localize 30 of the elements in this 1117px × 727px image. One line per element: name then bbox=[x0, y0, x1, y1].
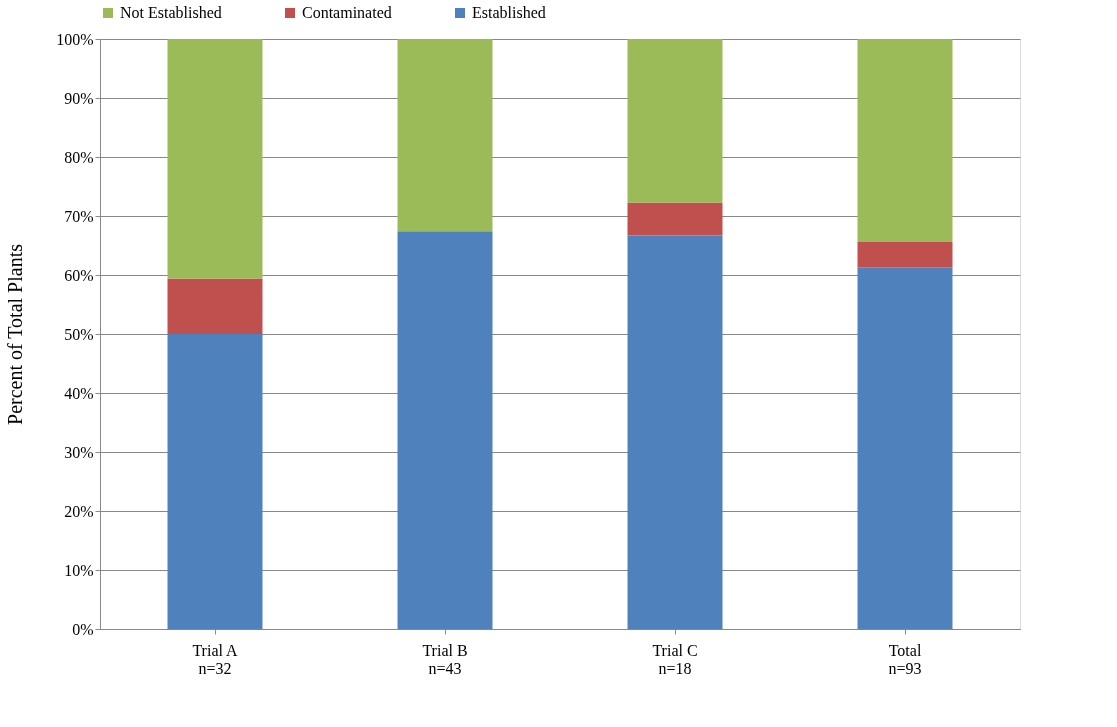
bar bbox=[167, 334, 263, 629]
bar bbox=[627, 235, 723, 629]
legend-label: Contaminated bbox=[302, 4, 392, 21]
bar bbox=[167, 278, 263, 334]
y-tick-label: 0% bbox=[72, 620, 94, 638]
x-tick-label: Total n=93 bbox=[888, 641, 922, 677]
y-tick-label: 50% bbox=[64, 325, 94, 343]
x-tick-label: Trial C n=18 bbox=[652, 641, 698, 677]
y-tick-label: 30% bbox=[64, 443, 94, 461]
y-tick-label: 20% bbox=[64, 502, 94, 520]
legend-label: Established bbox=[472, 4, 546, 21]
y-tick-label: 80% bbox=[64, 148, 94, 166]
y-axis-title: Percent of Total Plants bbox=[4, 243, 27, 425]
bar bbox=[857, 241, 953, 268]
y-tick-label: 90% bbox=[64, 89, 94, 107]
bar bbox=[857, 39, 953, 242]
bar bbox=[397, 231, 493, 629]
legend-label: Not Established bbox=[120, 4, 222, 21]
bar bbox=[627, 202, 723, 236]
y-tick-label: 70% bbox=[64, 207, 94, 225]
y-tick-label: 100% bbox=[56, 30, 94, 48]
x-tick-label: Trial A n=32 bbox=[192, 641, 239, 677]
y-tick-label: 40% bbox=[64, 384, 94, 402]
bar bbox=[627, 39, 723, 203]
y-tick-label: 10% bbox=[64, 561, 94, 579]
x-tick-label: Trial B n=43 bbox=[422, 641, 468, 677]
bar bbox=[397, 39, 493, 232]
bar bbox=[857, 267, 953, 629]
y-tick-label: 60% bbox=[64, 266, 94, 284]
bar bbox=[167, 39, 263, 279]
